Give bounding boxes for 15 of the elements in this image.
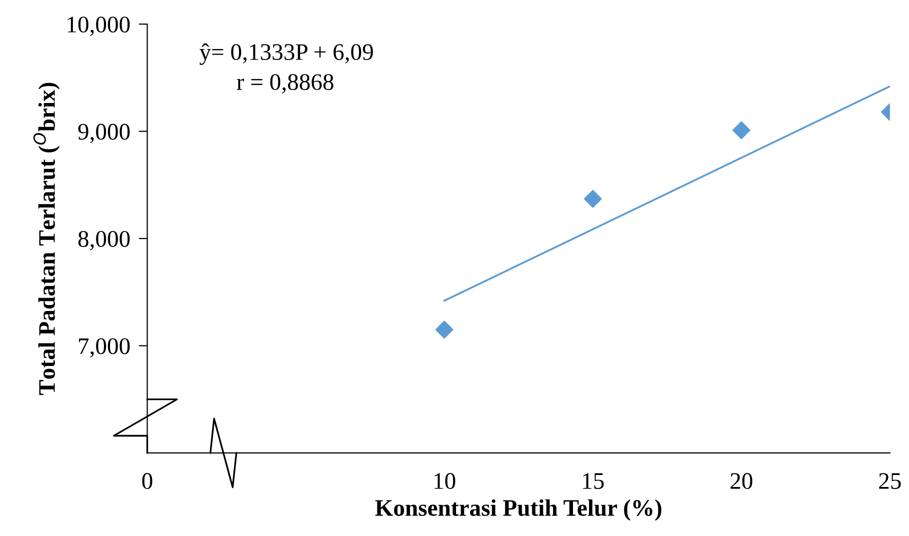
point	[584, 190, 602, 208]
y-tick-label: 10,000	[68, 16, 130, 36]
y-axis-title: Total Padatan Terlarut ($^{O}$brix)	[33, 82, 60, 396]
y-tick-label: 7,000	[79, 338, 130, 358]
x-tick-label: 25	[879, 473, 901, 489]
point	[435, 320, 454, 339]
x-tick-label: 15	[583, 473, 604, 489]
x-tick-label: 20	[730, 473, 752, 489]
y-tick-label: 8,000	[78, 231, 130, 250]
x-tick-label: 0	[142, 473, 152, 489]
x-axis-title: Konsentrasi Putih Telur (%)	[375, 499, 662, 521]
x-tick-label: 10	[434, 473, 456, 489]
annotation: r = 0,8868	[236, 74, 334, 94]
annotation: ŷ= 0,1333P + 6,09	[200, 43, 373, 65]
y-tick-label: 9,000	[78, 124, 130, 144]
